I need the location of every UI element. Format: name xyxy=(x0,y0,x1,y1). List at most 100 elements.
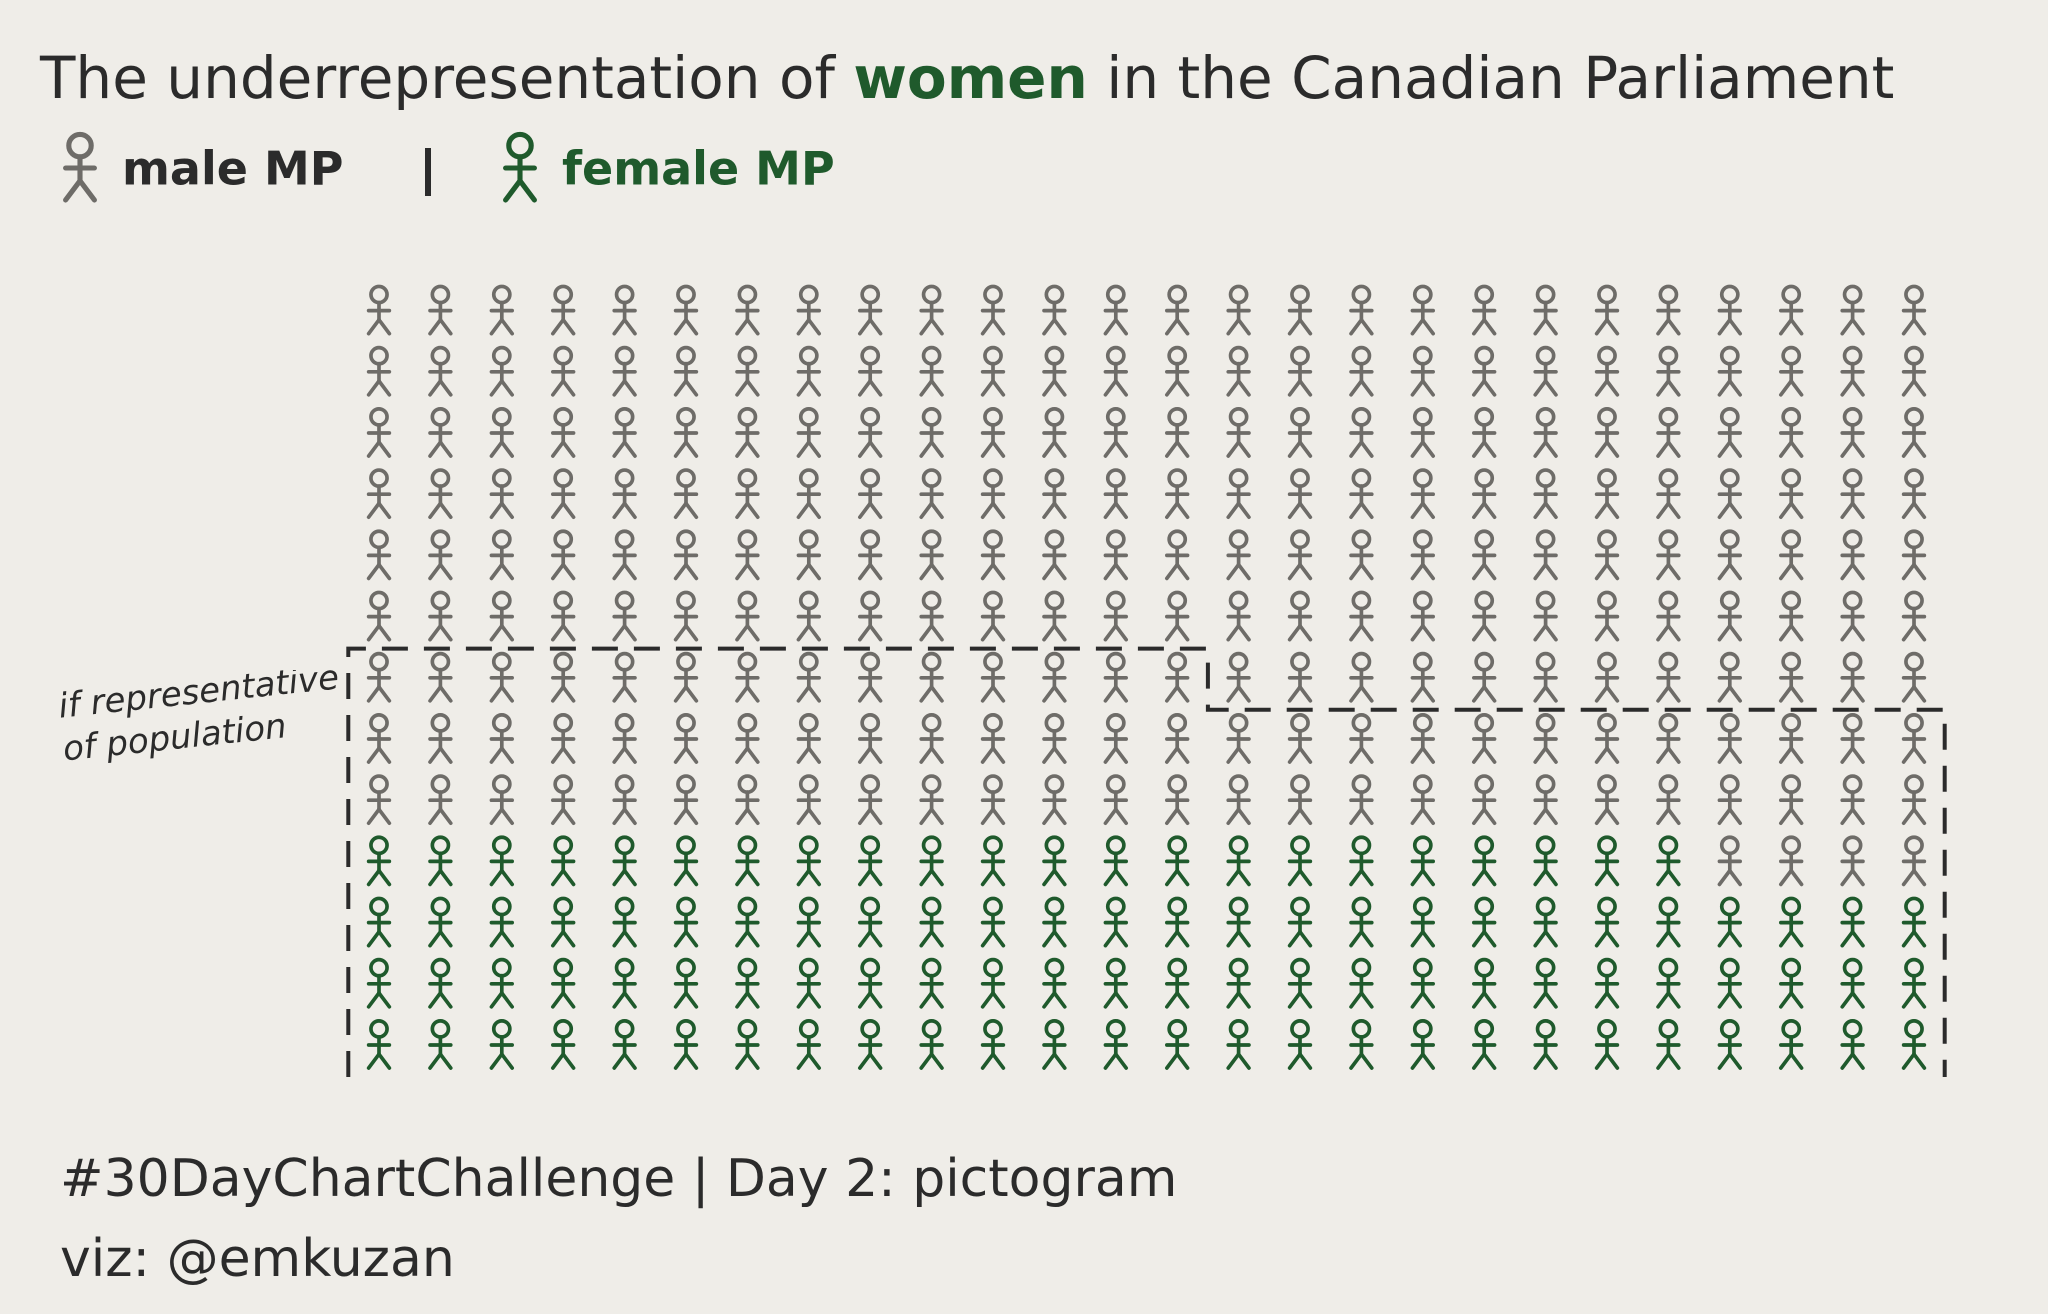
mp-icon xyxy=(1287,1019,1313,1070)
mp-icon xyxy=(1226,774,1251,826)
icon-leg xyxy=(499,440,514,458)
icon-leg xyxy=(991,868,1006,887)
icon-leg xyxy=(991,501,1006,520)
icon-leg xyxy=(1533,562,1548,581)
icon-leg xyxy=(1543,379,1558,397)
icon-leg xyxy=(806,991,821,1009)
icon-leg xyxy=(1543,1052,1558,1070)
mp-icon xyxy=(796,1019,821,1070)
icon-leg xyxy=(1420,746,1435,764)
icon-leg xyxy=(1779,562,1794,581)
mp-icon xyxy=(980,774,1006,826)
mp-icon xyxy=(489,529,514,581)
mp-icon xyxy=(1410,835,1435,887)
mp-icon xyxy=(1103,713,1128,764)
mp-icon xyxy=(1594,590,1620,642)
icon-leg xyxy=(1533,746,1548,764)
icon-leg xyxy=(622,562,637,581)
icon-leg xyxy=(1656,1052,1671,1070)
mp-icon xyxy=(1226,896,1251,948)
icon-leg xyxy=(1287,685,1302,703)
icon-leg xyxy=(1533,379,1548,397)
icon-leg xyxy=(806,440,821,458)
icon-leg xyxy=(1533,685,1548,703)
icon-leg xyxy=(735,501,750,520)
icon-leg xyxy=(684,317,699,336)
icon-leg xyxy=(980,623,995,642)
mp-icon xyxy=(1410,957,1435,1009)
mp-icon xyxy=(1287,529,1313,581)
mp-icon xyxy=(858,1019,883,1070)
icon-leg xyxy=(1543,868,1558,887)
mp-icon xyxy=(919,468,944,520)
icon-leg xyxy=(1656,685,1671,703)
icon-leg xyxy=(1472,807,1487,826)
icon-leg xyxy=(1410,807,1425,826)
mp-icon xyxy=(428,774,453,826)
icon-leg xyxy=(1605,440,1620,458)
icon-leg xyxy=(438,1052,453,1070)
icon-leg xyxy=(1901,929,1916,948)
icon-leg xyxy=(735,562,750,581)
icon-leg xyxy=(551,746,566,764)
icon-leg xyxy=(1165,1052,1180,1070)
icon-leg xyxy=(1594,807,1609,826)
icon-leg xyxy=(1175,623,1190,642)
mp-icon xyxy=(551,896,576,948)
icon-leg xyxy=(1533,440,1548,458)
icon-leg xyxy=(1472,501,1487,520)
icon-leg xyxy=(612,746,627,764)
icon-leg xyxy=(1420,1052,1435,1070)
icon-leg xyxy=(806,1052,821,1070)
mp-icon xyxy=(612,407,637,458)
icon-leg xyxy=(684,991,699,1009)
mp-icon xyxy=(1901,590,1927,642)
icon-leg xyxy=(796,440,811,458)
icon-leg xyxy=(919,1052,934,1070)
icon-leg xyxy=(684,379,699,397)
icon-leg xyxy=(1543,501,1558,520)
icon-leg xyxy=(428,685,443,703)
icon-leg xyxy=(1052,379,1067,397)
icon-leg xyxy=(858,868,873,887)
icon-leg xyxy=(1359,1052,1374,1070)
icon-leg xyxy=(1717,562,1732,581)
icon-leg xyxy=(1840,685,1855,703)
mp-icon xyxy=(366,468,392,520)
icon-leg xyxy=(1543,929,1558,948)
mp-icon xyxy=(1410,713,1435,764)
icon-leg xyxy=(1912,685,1927,703)
icon-leg xyxy=(1850,929,1865,948)
icon-leg xyxy=(1298,685,1313,703)
mp-icon xyxy=(551,407,576,458)
icon-leg xyxy=(1042,991,1057,1009)
icon-leg xyxy=(1840,440,1855,458)
icon-leg xyxy=(673,440,688,458)
icon-leg xyxy=(1226,562,1241,581)
icon-leg xyxy=(919,562,934,581)
mp-icon xyxy=(735,651,760,703)
icon-leg xyxy=(499,929,514,948)
icon-leg xyxy=(1165,868,1180,887)
mp-icon xyxy=(1472,957,1497,1009)
mp-icon xyxy=(1410,651,1435,703)
icon-leg xyxy=(1656,929,1671,948)
mp-icon xyxy=(612,896,637,948)
icon-leg xyxy=(684,685,699,703)
icon-leg xyxy=(1901,868,1916,887)
icon-leg xyxy=(735,685,750,703)
icon-leg xyxy=(1666,991,1681,1009)
icon-leg xyxy=(1912,1052,1927,1070)
mp-icon xyxy=(796,713,821,764)
mp-icon xyxy=(858,896,883,948)
mp-icon xyxy=(1840,590,1865,642)
icon-leg xyxy=(438,623,453,642)
icon-leg xyxy=(1236,929,1251,948)
mp-icon xyxy=(1901,713,1927,764)
mp-icon xyxy=(919,835,944,887)
mp-icon xyxy=(1533,713,1558,764)
icon-leg xyxy=(622,746,637,764)
icon-leg xyxy=(929,501,944,520)
reference-line xyxy=(346,646,1947,1077)
icon-leg xyxy=(1236,562,1251,581)
